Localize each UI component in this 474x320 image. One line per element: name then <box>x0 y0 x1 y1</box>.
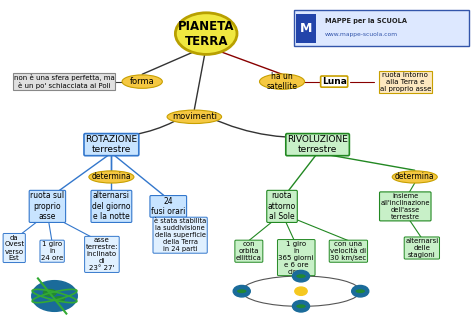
Text: ROTAZIONE
terrestre: ROTAZIONE terrestre <box>85 135 137 154</box>
Text: ruota intorno
alla Terra e
al proprio asse: ruota intorno alla Terra e al proprio as… <box>380 72 431 92</box>
Circle shape <box>292 270 310 282</box>
Text: ha un
satellite: ha un satellite <box>266 72 298 91</box>
Text: insieme
all'inclinazione
dell'asse
terrestre: insieme all'inclinazione dell'asse terre… <box>381 193 430 220</box>
Text: PIANETA
TERRA: PIANETA TERRA <box>178 20 235 48</box>
Text: MAPPE per la SCUOLA: MAPPE per la SCUOLA <box>325 19 407 24</box>
Circle shape <box>233 285 250 297</box>
Text: ruota sul
proprio
asse: ruota sul proprio asse <box>30 191 64 221</box>
Circle shape <box>292 300 310 312</box>
Circle shape <box>352 285 369 297</box>
Text: determina: determina <box>395 172 435 181</box>
Text: 24
fusi orari: 24 fusi orari <box>151 197 185 216</box>
Text: Luna: Luna <box>322 77 346 86</box>
Ellipse shape <box>237 289 246 293</box>
Ellipse shape <box>89 171 134 183</box>
FancyBboxPatch shape <box>294 10 469 46</box>
Text: alternarsi
del giorno
e la notte: alternarsi del giorno e la notte <box>92 191 131 221</box>
Text: alternarsi
delle
stagioni: alternarsi delle stagioni <box>405 238 438 258</box>
Text: ruota
attorno
al Sole: ruota attorno al Sole <box>268 191 296 221</box>
Text: 1 giro
in
365 giorni
e 6 ore
circa: 1 giro in 365 giorni e 6 ore circa <box>279 241 314 275</box>
Ellipse shape <box>167 110 221 124</box>
Ellipse shape <box>259 74 304 89</box>
Circle shape <box>32 281 77 311</box>
Text: www.mappe-scuola.com: www.mappe-scuola.com <box>325 32 398 37</box>
Ellipse shape <box>296 304 306 308</box>
Ellipse shape <box>296 274 306 278</box>
Text: da
Ovest
verso
Est: da Ovest verso Est <box>4 235 24 261</box>
Text: forma: forma <box>130 77 155 86</box>
Ellipse shape <box>53 296 65 302</box>
Text: movimenti: movimenti <box>172 112 217 121</box>
Text: con
orbita
ellittica: con orbita ellittica <box>236 241 262 261</box>
Text: non è una sfera perfetta, ma
è un po' schiacciata ai Poli: non è una sfera perfetta, ma è un po' sc… <box>14 74 114 89</box>
Text: asse
terrestre:
inclinato
di
23° 27': asse terrestre: inclinato di 23° 27' <box>86 237 118 271</box>
Text: è stata stabilita
la suddivisione
della superficie
della Terra
in 24 parti: è stata stabilita la suddivisione della … <box>154 218 206 252</box>
Circle shape <box>295 287 307 295</box>
FancyBboxPatch shape <box>296 14 316 43</box>
Text: M: M <box>300 22 312 35</box>
Text: 1 giro
in
24 ore: 1 giro in 24 ore <box>41 241 63 261</box>
Ellipse shape <box>392 171 437 183</box>
Ellipse shape <box>175 13 237 54</box>
Ellipse shape <box>356 289 365 293</box>
Ellipse shape <box>43 289 57 297</box>
Ellipse shape <box>122 75 162 88</box>
Text: con una
velocità di
30 km/sec: con una velocità di 30 km/sec <box>330 241 366 261</box>
Text: RIVOLUZIONE
terrestre: RIVOLUZIONE terrestre <box>287 135 348 154</box>
Text: determina: determina <box>91 172 131 181</box>
